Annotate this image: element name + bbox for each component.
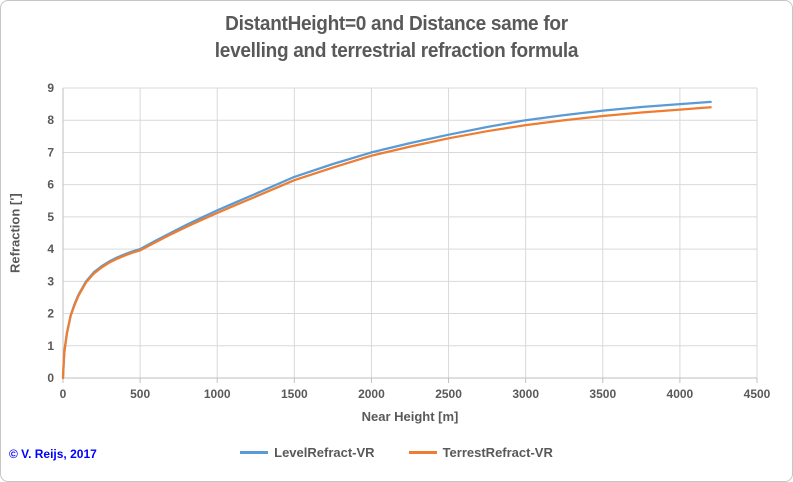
levelrefract-line-swatch	[240, 451, 269, 454]
y-tick-label-0: 0	[47, 371, 54, 385]
x-axis-title: Near Height [m]	[361, 409, 459, 424]
x-tick-label-2000: 2000	[358, 387, 385, 401]
y-tick-label-4: 4	[47, 242, 54, 256]
series-line-terrestrefract-vr	[61, 106, 712, 380]
y-axis-title: Refraction [']	[7, 193, 23, 273]
chart-title-line1: DistantHeight=0 and Distance same for	[225, 13, 568, 35]
x-tick-label-0: 0	[60, 387, 67, 401]
x-tick-label-500: 500	[130, 387, 150, 401]
copyright-text: © V. Reijs, 2017	[9, 447, 97, 461]
legend-label-levelrefract: LevelRefract-VR	[274, 445, 375, 460]
x-tick-label-3500: 3500	[589, 387, 616, 401]
terrestrefract-line-swatch	[408, 451, 437, 454]
y-tick-label-8: 8	[47, 113, 54, 127]
y-tick-label-5: 5	[47, 210, 54, 224]
y-tick-label-9: 9	[47, 81, 54, 95]
y-tick-label-7: 7	[47, 145, 54, 159]
chart-title: DistantHeight=0 and Distance same for le…	[21, 11, 772, 65]
x-tick-label-3000: 3000	[512, 387, 539, 401]
y-tick-label-3: 3	[47, 274, 54, 288]
legend-item-levelrefract: LevelRefract-VR	[240, 445, 375, 460]
x-tick-label-1000: 1000	[204, 387, 231, 401]
y-tick-label-2: 2	[47, 307, 54, 321]
x-tick-label-2500: 2500	[435, 387, 462, 401]
legend-item-terrestrefract: TerrestRefract-VR	[408, 445, 553, 460]
y-tick-label-6: 6	[47, 178, 54, 192]
x-tick-label-1500: 1500	[281, 387, 308, 401]
legend-label-terrestrefract: TerrestRefract-VR	[442, 445, 553, 460]
x-tick-label-4500: 4500	[744, 387, 771, 401]
legend: LevelRefract-VR TerrestRefract-VR	[1, 445, 792, 460]
chart-title-line2: levelling and terrestrial refraction for…	[214, 40, 579, 62]
x-tick-label-4000: 4000	[667, 387, 694, 401]
y-tick-label-1: 1	[47, 339, 54, 353]
